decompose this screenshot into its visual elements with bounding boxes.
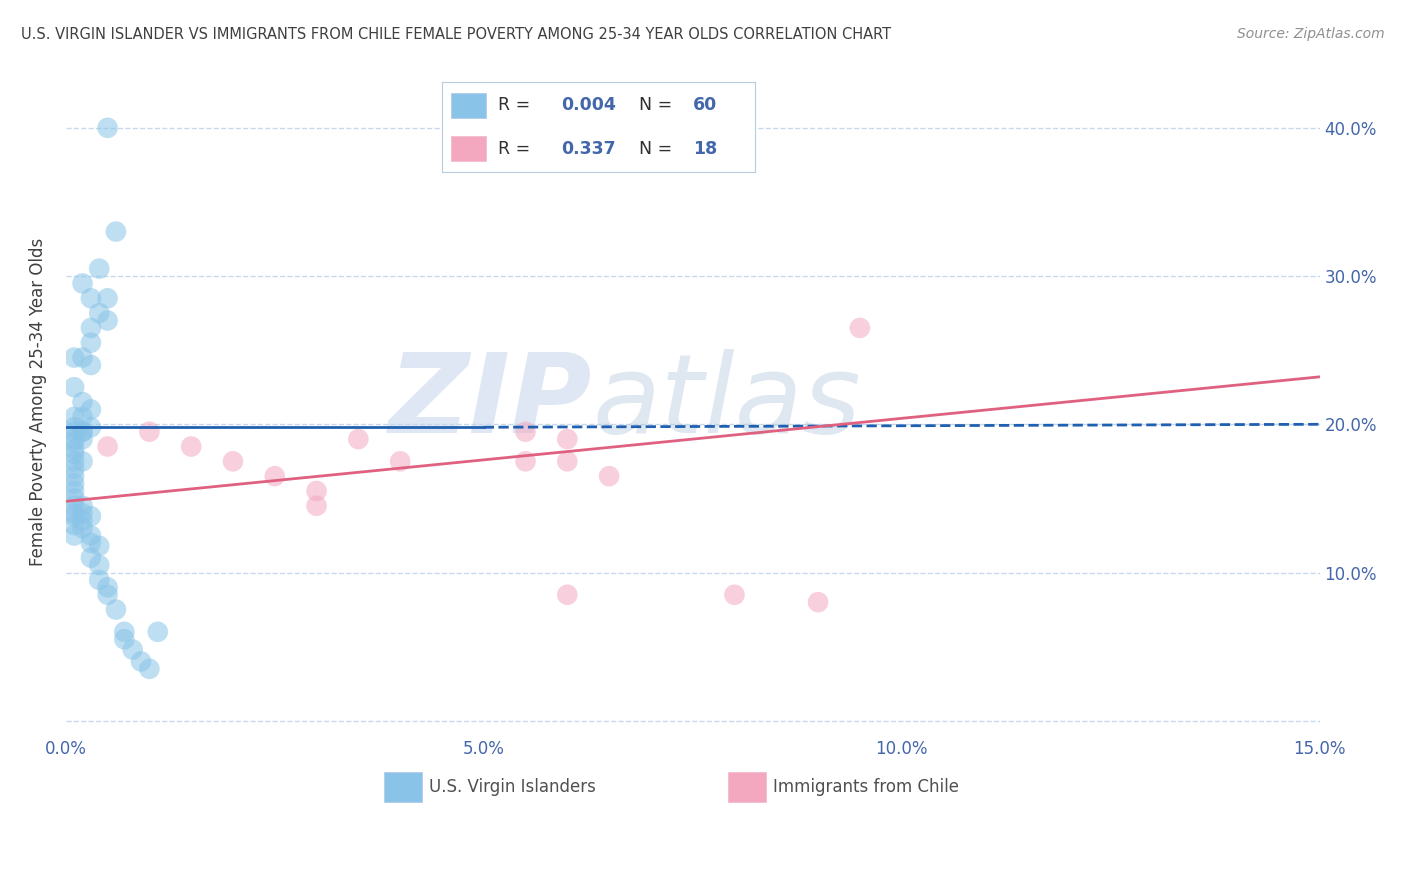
Point: [72, 425, 94, 439]
Point: [63, 506, 86, 520]
Point: [72, 395, 94, 409]
Point: [598, 469, 620, 483]
Point: [807, 595, 830, 609]
Point: [89, 539, 111, 553]
Text: Source: ZipAtlas.com: Source: ZipAtlas.com: [1237, 27, 1385, 41]
Point: [146, 624, 169, 639]
Point: [97, 291, 120, 305]
Point: [63, 509, 86, 524]
Point: [63, 483, 86, 498]
Point: [63, 425, 86, 439]
Point: [80, 335, 103, 350]
Text: atlas: atlas: [592, 349, 860, 456]
Point: [72, 514, 94, 528]
Point: [72, 499, 94, 513]
Point: [63, 432, 86, 446]
Point: [89, 573, 111, 587]
Point: [112, 632, 135, 647]
Point: [112, 624, 135, 639]
Point: [723, 588, 745, 602]
Point: [63, 469, 86, 483]
Point: [555, 432, 578, 446]
Point: [104, 225, 127, 239]
Point: [97, 313, 120, 327]
Point: [222, 454, 245, 468]
Point: [63, 409, 86, 424]
Point: [80, 321, 103, 335]
Point: [72, 409, 94, 424]
Point: [389, 454, 412, 468]
Point: [80, 358, 103, 372]
Point: [63, 351, 86, 365]
Point: [80, 420, 103, 434]
Point: [97, 588, 120, 602]
Point: [89, 261, 111, 276]
Text: U.S. VIRGIN ISLANDER VS IMMIGRANTS FROM CHILE FEMALE POVERTY AMONG 25-34 YEAR OL: U.S. VIRGIN ISLANDER VS IMMIGRANTS FROM …: [21, 27, 891, 42]
Point: [72, 425, 94, 439]
Point: [72, 432, 94, 446]
Point: [63, 499, 86, 513]
Point: [63, 420, 86, 434]
Point: [63, 476, 86, 491]
Point: [555, 454, 578, 468]
Point: [138, 425, 160, 439]
Point: [97, 580, 120, 594]
Point: [72, 351, 94, 365]
Point: [515, 425, 537, 439]
Point: [80, 509, 103, 524]
Point: [72, 454, 94, 468]
Point: [97, 440, 120, 454]
Point: [80, 402, 103, 417]
Point: [89, 306, 111, 320]
Text: ZIP: ZIP: [389, 349, 592, 456]
Point: [63, 447, 86, 461]
Point: [63, 380, 86, 394]
Point: [180, 440, 202, 454]
Point: [72, 521, 94, 535]
Point: [555, 588, 578, 602]
Point: [63, 454, 86, 468]
Point: [80, 528, 103, 542]
Point: [89, 558, 111, 573]
Point: [63, 491, 86, 506]
Point: [63, 442, 86, 457]
Point: [129, 655, 152, 669]
Point: [305, 499, 328, 513]
Point: [849, 321, 872, 335]
Point: [97, 120, 120, 135]
Point: [80, 536, 103, 550]
Point: [80, 550, 103, 565]
Point: [347, 432, 370, 446]
Point: [104, 602, 127, 616]
Point: [121, 642, 143, 657]
Point: [515, 454, 537, 468]
Point: [63, 518, 86, 533]
Y-axis label: Female Poverty Among 25-34 Year Olds: Female Poverty Among 25-34 Year Olds: [30, 238, 46, 566]
Point: [63, 528, 86, 542]
Point: [63, 435, 86, 450]
Point: [305, 483, 328, 498]
Point: [72, 506, 94, 520]
Point: [72, 277, 94, 291]
Point: [80, 291, 103, 305]
Point: [263, 469, 285, 483]
Point: [138, 662, 160, 676]
Point: [63, 462, 86, 476]
